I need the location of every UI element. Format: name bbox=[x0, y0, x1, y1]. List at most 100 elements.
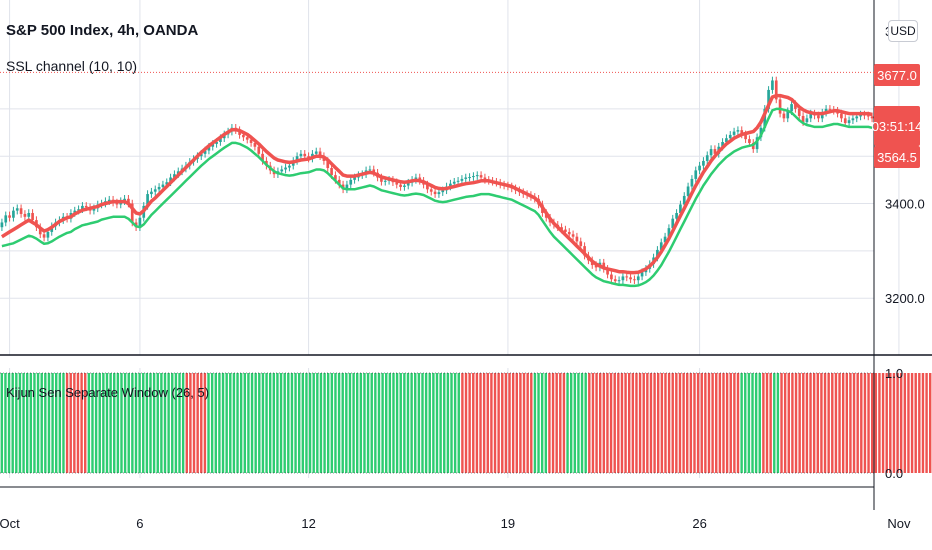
candle-body bbox=[468, 177, 471, 179]
kijun-bar bbox=[519, 373, 522, 473]
kijun-bar bbox=[247, 373, 250, 473]
kijun-bar bbox=[856, 373, 859, 473]
candle-body bbox=[667, 228, 671, 237]
kijun-bar bbox=[316, 373, 319, 473]
kijun-bar bbox=[914, 373, 917, 473]
kijun-bar bbox=[33, 373, 36, 473]
ssl-indicator-label[interactable]: SSL channel (10, 10) bbox=[6, 58, 138, 74]
kijun-bar bbox=[602, 373, 606, 473]
candle-body bbox=[314, 151, 318, 154]
candle-body bbox=[817, 115, 820, 119]
candle-body bbox=[659, 242, 663, 250]
kijun-bar bbox=[381, 373, 384, 473]
kijun-bar bbox=[627, 373, 631, 473]
candle-body bbox=[406, 182, 410, 186]
candle-body bbox=[107, 199, 111, 202]
candle-body bbox=[640, 272, 644, 277]
candle-body bbox=[479, 175, 483, 178]
kijun-bar bbox=[116, 373, 120, 473]
kijun-bar bbox=[591, 373, 595, 473]
kijun-bar bbox=[453, 373, 457, 473]
kijun-bar bbox=[515, 373, 518, 473]
current-price-tag: 3564.5 bbox=[874, 146, 920, 168]
candle-body bbox=[840, 113, 843, 119]
kijun-bar bbox=[457, 373, 460, 473]
candle-body bbox=[372, 169, 376, 173]
kijun-bar bbox=[11, 373, 14, 473]
candle-body bbox=[253, 142, 257, 147]
kijun-bar bbox=[638, 373, 642, 473]
kijun-bar bbox=[366, 373, 370, 473]
kijun-bar bbox=[73, 373, 76, 473]
kijun-bar bbox=[733, 373, 736, 473]
candle-body bbox=[713, 149, 717, 154]
kijun-bar bbox=[62, 373, 65, 473]
currency-button[interactable]: USD bbox=[888, 20, 918, 42]
chart-title: S&P 500 Index, 4h, OANDA bbox=[6, 22, 199, 39]
candle-body bbox=[38, 227, 42, 235]
kijun-bar bbox=[15, 373, 18, 473]
kijun-bar bbox=[196, 373, 199, 473]
kijun-bar bbox=[555, 373, 558, 473]
kijun-bar bbox=[214, 373, 217, 473]
kijun-bar bbox=[569, 373, 573, 473]
kijun-bar bbox=[414, 373, 417, 473]
candle-body bbox=[4, 215, 8, 223]
candle-body bbox=[261, 153, 264, 161]
kijun-bar bbox=[76, 373, 80, 473]
candle-body bbox=[656, 249, 659, 258]
kijun-bar bbox=[236, 373, 239, 473]
kijun-bar bbox=[834, 373, 838, 473]
kijun-bar bbox=[682, 373, 685, 473]
kijun-bar bbox=[156, 373, 159, 473]
kijun-bar bbox=[210, 373, 214, 473]
kijun-bar bbox=[160, 373, 163, 473]
candle-body bbox=[575, 236, 579, 242]
kijun-bar bbox=[773, 373, 776, 473]
kijun-bar bbox=[849, 373, 852, 473]
candle-body bbox=[249, 139, 253, 143]
x-tick-label: 26 bbox=[692, 516, 706, 531]
kijun-bar bbox=[283, 373, 286, 473]
kijun-bar bbox=[780, 373, 783, 473]
candle-body bbox=[728, 134, 732, 139]
kijun-bar bbox=[584, 373, 587, 473]
candle-body bbox=[625, 276, 629, 278]
kijun-bar bbox=[530, 373, 533, 473]
kijun-bar bbox=[370, 373, 373, 473]
candle-body bbox=[594, 265, 598, 268]
candle-body bbox=[456, 180, 460, 182]
candle-body bbox=[690, 178, 694, 187]
candle-body bbox=[698, 165, 701, 171]
kijun-bar bbox=[287, 373, 290, 473]
candle-body bbox=[805, 118, 809, 123]
kijun-bar bbox=[573, 373, 577, 473]
high-price-tag: 3677.0 bbox=[874, 64, 920, 86]
kijun-indicator-label[interactable]: Kijun Sen Separate Window (26, 5) bbox=[6, 385, 210, 400]
kijun-bar bbox=[388, 373, 392, 473]
candle-body bbox=[0, 222, 4, 228]
kijun-bar bbox=[899, 373, 903, 473]
candle-body bbox=[671, 218, 675, 229]
candle-body bbox=[146, 194, 149, 206]
kijun-bar bbox=[203, 373, 207, 473]
kijun-bar bbox=[598, 373, 602, 473]
kijun-bar bbox=[443, 373, 446, 473]
kijun-bar bbox=[588, 373, 591, 473]
candle-body bbox=[571, 234, 575, 237]
kijun-bar bbox=[928, 373, 932, 473]
kijun-bar bbox=[881, 373, 885, 473]
kijun-bar bbox=[475, 373, 479, 473]
kijun-bar bbox=[729, 373, 732, 473]
kijun-bar bbox=[903, 373, 907, 473]
kijun-bar bbox=[631, 373, 635, 473]
candle-body bbox=[748, 139, 751, 143]
kijun-bar bbox=[428, 373, 431, 473]
kijun-bar bbox=[544, 373, 548, 473]
kijun-bar bbox=[548, 373, 551, 473]
kijun-bar bbox=[678, 373, 682, 473]
candle-body bbox=[403, 185, 406, 187]
kijun-bar bbox=[392, 373, 395, 473]
kijun-bar bbox=[272, 373, 276, 473]
kijun-bar bbox=[537, 373, 540, 473]
